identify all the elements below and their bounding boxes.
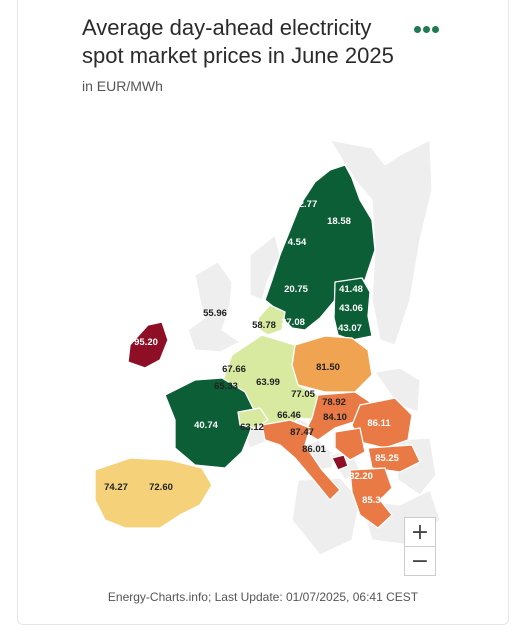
- zoom-in-button[interactable]: +: [404, 517, 436, 547]
- region-bulgaria[interactable]: [367, 444, 421, 473]
- region-denmark[interactable]: [257, 304, 286, 336]
- price-label: 82.20: [349, 471, 373, 482]
- region-romania[interactable]: [351, 397, 413, 449]
- price-label: 95.20: [134, 337, 158, 348]
- price-label: 4.54: [288, 237, 307, 248]
- price-label: 66.46: [277, 410, 301, 421]
- chart-subtitle: in EUR/MWh: [82, 78, 163, 94]
- price-labels: 2.77 18.58 4.54 20.75 37.08 41.48 43.06 …: [104, 199, 399, 506]
- price-label: 72.60: [149, 482, 173, 493]
- price-label: 37.08: [281, 317, 305, 328]
- region-iberia[interactable]: [94, 457, 213, 529]
- price-label: 81.50: [316, 362, 340, 373]
- price-label: 67.66: [222, 364, 246, 375]
- price-label: 43.06: [339, 303, 363, 314]
- price-label: 20.75: [284, 284, 308, 295]
- price-label: 77.05: [291, 389, 315, 400]
- region-ireland[interactable]: [127, 321, 169, 369]
- region-montenegro[interactable]: [331, 454, 349, 471]
- more-dots-icon[interactable]: [414, 22, 440, 36]
- price-label: 85.25: [375, 453, 399, 464]
- region-baltics[interactable]: [333, 277, 373, 341]
- price-label: 55.96: [203, 308, 227, 319]
- region-greece[interactable]: [349, 467, 393, 529]
- price-label: 41.48: [339, 284, 363, 295]
- region-hungary-area[interactable]: [304, 391, 371, 441]
- price-label: 86.01: [302, 444, 326, 455]
- price-label: 78.92: [322, 397, 346, 408]
- price-label: 2.77: [299, 199, 318, 210]
- region-france[interactable]: [164, 377, 256, 469]
- region-italy[interactable]: [261, 419, 341, 501]
- price-label: 74.27: [104, 482, 128, 493]
- region-switzerland[interactable]: [237, 407, 269, 429]
- zoom-out-button[interactable]: −: [404, 546, 436, 576]
- chart-title: Average day-ahead electricity spot marke…: [82, 15, 394, 68]
- price-label: 63.99: [256, 377, 280, 388]
- price-label: 86.11: [367, 418, 391, 429]
- price-label: 87.47: [290, 427, 314, 438]
- price-label: 18.58: [327, 216, 351, 227]
- footer-source: Energy-Charts.info; Last Update: 01/07/2…: [107, 590, 419, 604]
- price-label: 40.74: [194, 420, 218, 431]
- price-label: 85.39: [362, 495, 386, 506]
- price-label: 65.33: [214, 381, 238, 392]
- region-serbia[interactable]: [334, 427, 366, 461]
- price-label: 84.10: [323, 412, 347, 423]
- price-label: 43.07: [338, 323, 362, 334]
- price-label: 58.78: [252, 320, 276, 331]
- price-label: 63.12: [240, 422, 264, 433]
